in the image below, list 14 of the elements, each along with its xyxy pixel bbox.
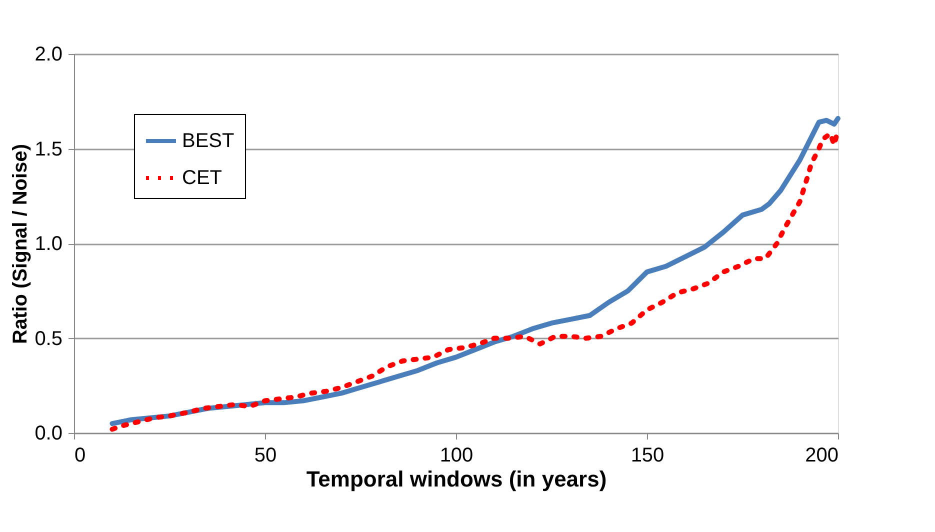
y-tick-label: 0.5 [34, 328, 62, 350]
x-tick-label: 0 [74, 444, 86, 466]
legend-label: BEST [182, 130, 234, 152]
y-axis-title: Ratio (Signal / Noise) [10, 144, 32, 344]
x-tick-label: 150 [630, 444, 664, 466]
x-tick-label: 200 [805, 444, 838, 466]
legend-label: CET [182, 167, 222, 189]
x-axis-title: Temporal windows (in years) [306, 466, 607, 492]
x-tick-label: 50 [254, 444, 277, 466]
y-tick-label: 2.0 [34, 44, 62, 66]
x-tick-label: 100 [440, 444, 474, 466]
y-tick-label: 1.5 [34, 138, 62, 160]
y-tick-label: 1.0 [34, 233, 62, 255]
y-tick-label: 0.0 [34, 422, 62, 444]
